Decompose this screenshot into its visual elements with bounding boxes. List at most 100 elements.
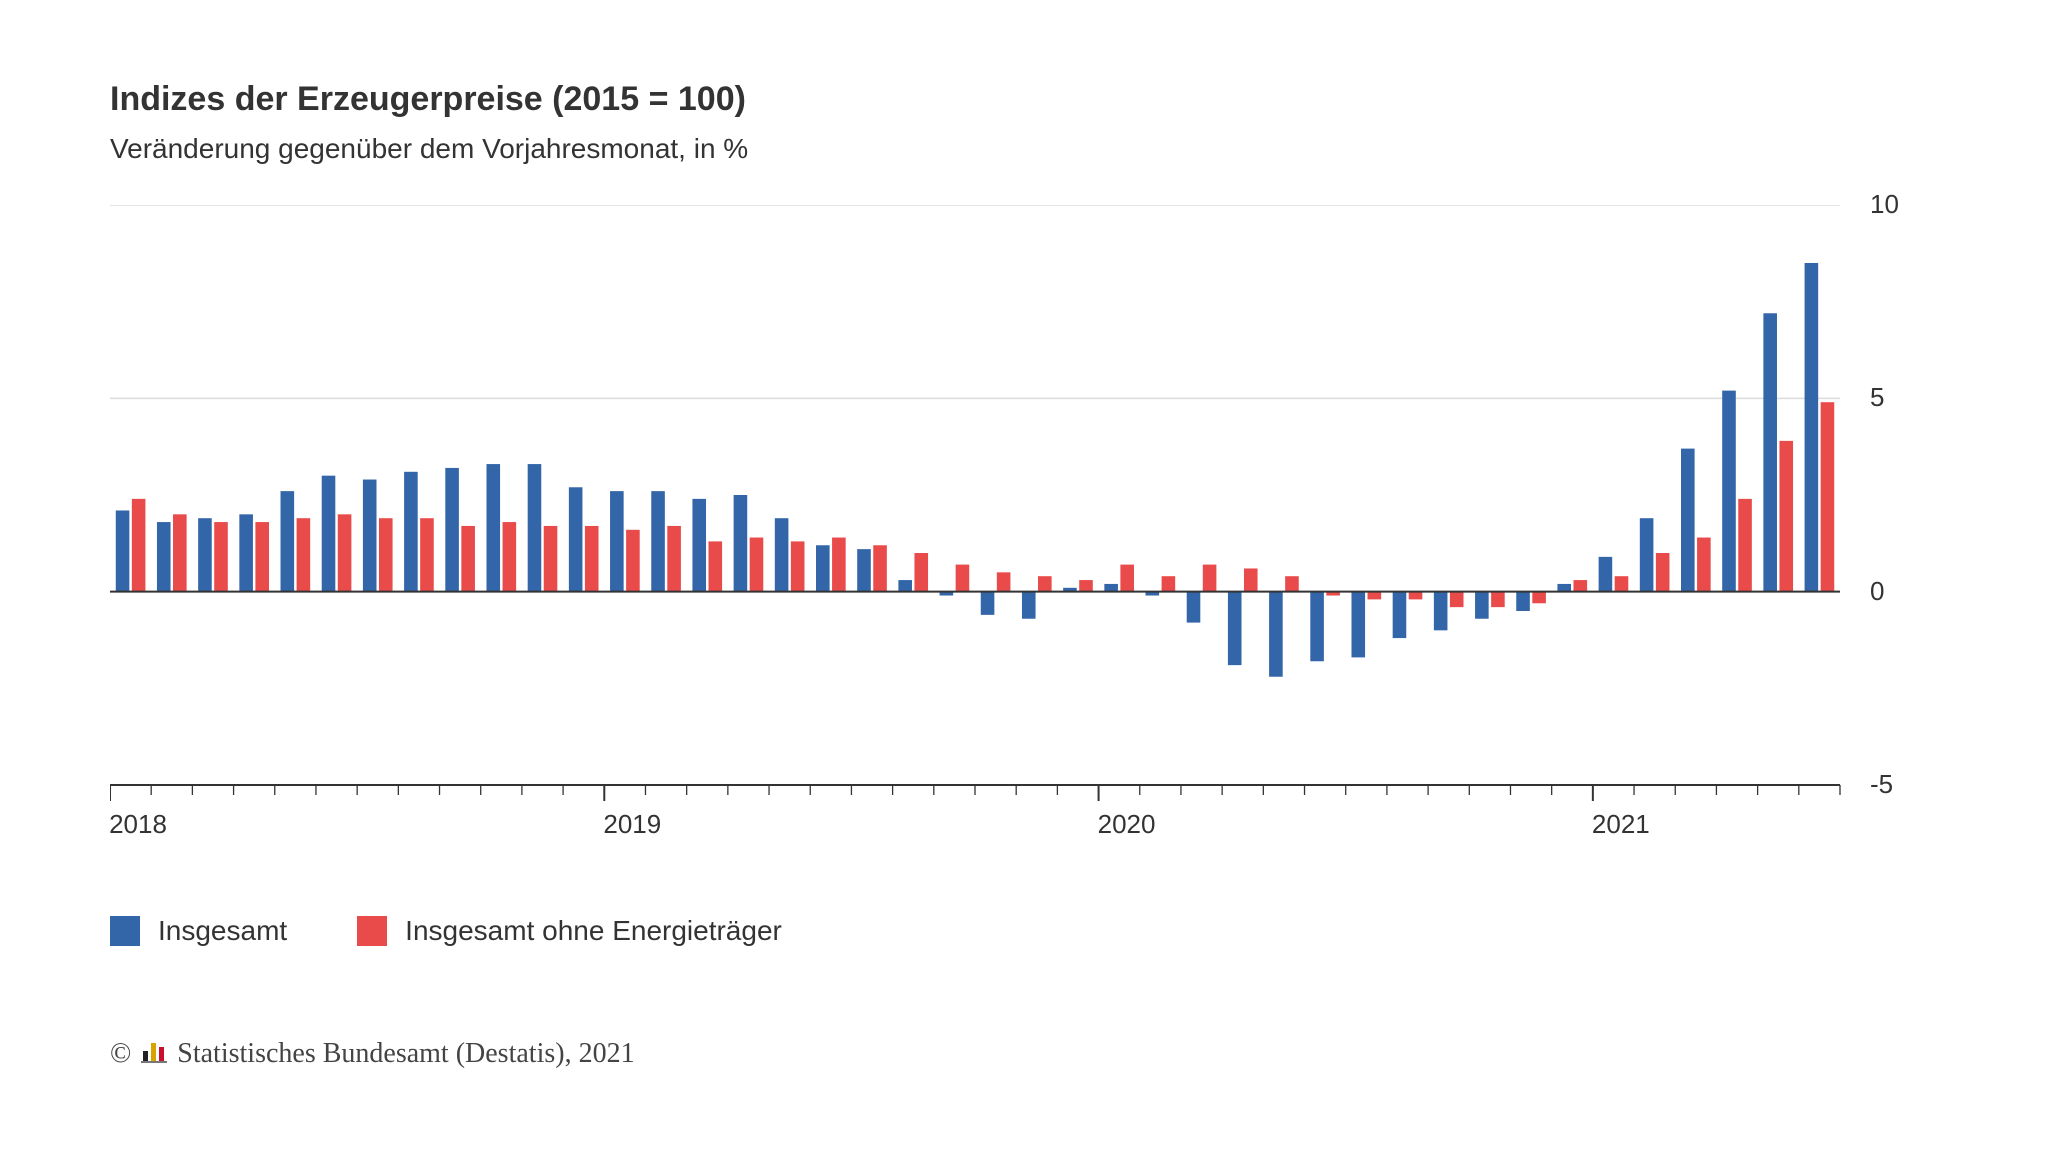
bar xyxy=(1763,313,1777,591)
bar xyxy=(420,518,434,591)
bar xyxy=(297,518,311,591)
bar xyxy=(1409,592,1423,600)
bar xyxy=(898,580,912,592)
bar xyxy=(544,526,558,592)
bar xyxy=(379,518,393,591)
bar xyxy=(1491,592,1505,607)
bar-chart-svg xyxy=(110,205,1930,845)
x-tick-label: 2020 xyxy=(1098,809,1156,840)
bar xyxy=(198,518,212,591)
bar xyxy=(116,510,130,591)
bar xyxy=(1187,592,1201,623)
y-tick-label: -5 xyxy=(1870,769,1893,800)
bar xyxy=(214,522,228,592)
bar xyxy=(1368,592,1382,600)
bar xyxy=(1640,518,1654,591)
x-tick-label: 2021 xyxy=(1592,809,1650,840)
legend-label-ex-energy: Insgesamt ohne Energieträger xyxy=(405,915,782,947)
legend: Insgesamt Insgesamt ohne Energieträger xyxy=(110,915,1930,947)
bar xyxy=(503,522,517,592)
bar xyxy=(281,491,295,592)
bar xyxy=(445,468,459,592)
bar xyxy=(1120,565,1134,592)
bar xyxy=(775,518,789,591)
bar xyxy=(956,565,970,592)
x-tick-label: 2019 xyxy=(603,809,661,840)
bar xyxy=(1104,584,1118,592)
bar xyxy=(1079,580,1093,592)
legend-item-total: Insgesamt xyxy=(110,915,287,947)
bar xyxy=(997,572,1011,591)
bar xyxy=(132,499,146,592)
bar xyxy=(585,526,599,592)
bar xyxy=(461,526,475,592)
bar xyxy=(404,472,418,592)
x-tick-label: 2018 xyxy=(109,809,167,840)
bar xyxy=(1162,576,1176,591)
bar xyxy=(692,499,706,592)
bar xyxy=(1821,402,1835,591)
bar xyxy=(1805,263,1819,592)
y-tick-label: 5 xyxy=(1870,382,1884,413)
bar xyxy=(667,526,681,592)
bar xyxy=(1722,391,1736,592)
y-tick-label: 0 xyxy=(1870,576,1884,607)
bar xyxy=(239,514,253,591)
chart-title: Indizes der Erzeugerpreise (2015 = 100) xyxy=(110,80,1930,119)
bar xyxy=(1022,592,1036,619)
bar xyxy=(255,522,269,592)
source-credit: © Statistisches Bundesamt (Destatis), 20… xyxy=(110,1037,1930,1071)
bar xyxy=(981,592,995,615)
legend-swatch-ex-energy xyxy=(357,916,387,946)
bar xyxy=(857,549,871,592)
bar xyxy=(914,553,928,592)
credit-text: Statistisches Bundesamt (Destatis), 2021 xyxy=(177,1038,634,1070)
bar xyxy=(832,538,846,592)
bar xyxy=(1434,592,1448,631)
bar xyxy=(1681,449,1695,592)
legend-item-ex-energy: Insgesamt ohne Energieträger xyxy=(357,915,782,947)
bar xyxy=(338,514,352,591)
bar xyxy=(1779,441,1793,592)
bar xyxy=(1599,557,1613,592)
bar xyxy=(1351,592,1365,658)
bar xyxy=(1557,584,1571,592)
bar xyxy=(1450,592,1464,607)
bar xyxy=(1697,538,1711,592)
bar xyxy=(1244,568,1258,591)
bar xyxy=(1310,592,1324,662)
bar xyxy=(791,541,805,591)
bar xyxy=(486,464,500,592)
destatis-logo-icon xyxy=(141,1037,167,1071)
bar xyxy=(1285,576,1299,591)
bar xyxy=(734,495,748,592)
chart-area: -50510 2018201920202021 xyxy=(110,205,1930,845)
bar xyxy=(1573,580,1587,592)
legend-swatch-total xyxy=(110,916,140,946)
bar xyxy=(816,545,830,591)
bar xyxy=(1516,592,1530,611)
bar xyxy=(1228,592,1242,665)
bar xyxy=(1393,592,1407,638)
bar xyxy=(1656,553,1670,592)
bar xyxy=(173,514,187,591)
bar xyxy=(1038,576,1052,591)
bar xyxy=(1532,592,1546,604)
bar xyxy=(708,541,722,591)
bar xyxy=(569,487,583,591)
bar xyxy=(157,522,171,592)
bar xyxy=(363,480,377,592)
bar xyxy=(1203,565,1217,592)
bar xyxy=(528,464,542,592)
bar xyxy=(322,476,336,592)
bar xyxy=(750,538,764,592)
bar xyxy=(873,545,887,591)
chart-subtitle: Veränderung gegenüber dem Vorjahresmonat… xyxy=(110,133,1930,165)
bar xyxy=(1738,499,1752,592)
bar xyxy=(626,530,640,592)
bar xyxy=(1269,592,1283,677)
bar xyxy=(1615,576,1629,591)
bar xyxy=(1475,592,1489,619)
copyright-symbol: © xyxy=(110,1038,131,1070)
y-tick-label: 10 xyxy=(1870,189,1899,220)
